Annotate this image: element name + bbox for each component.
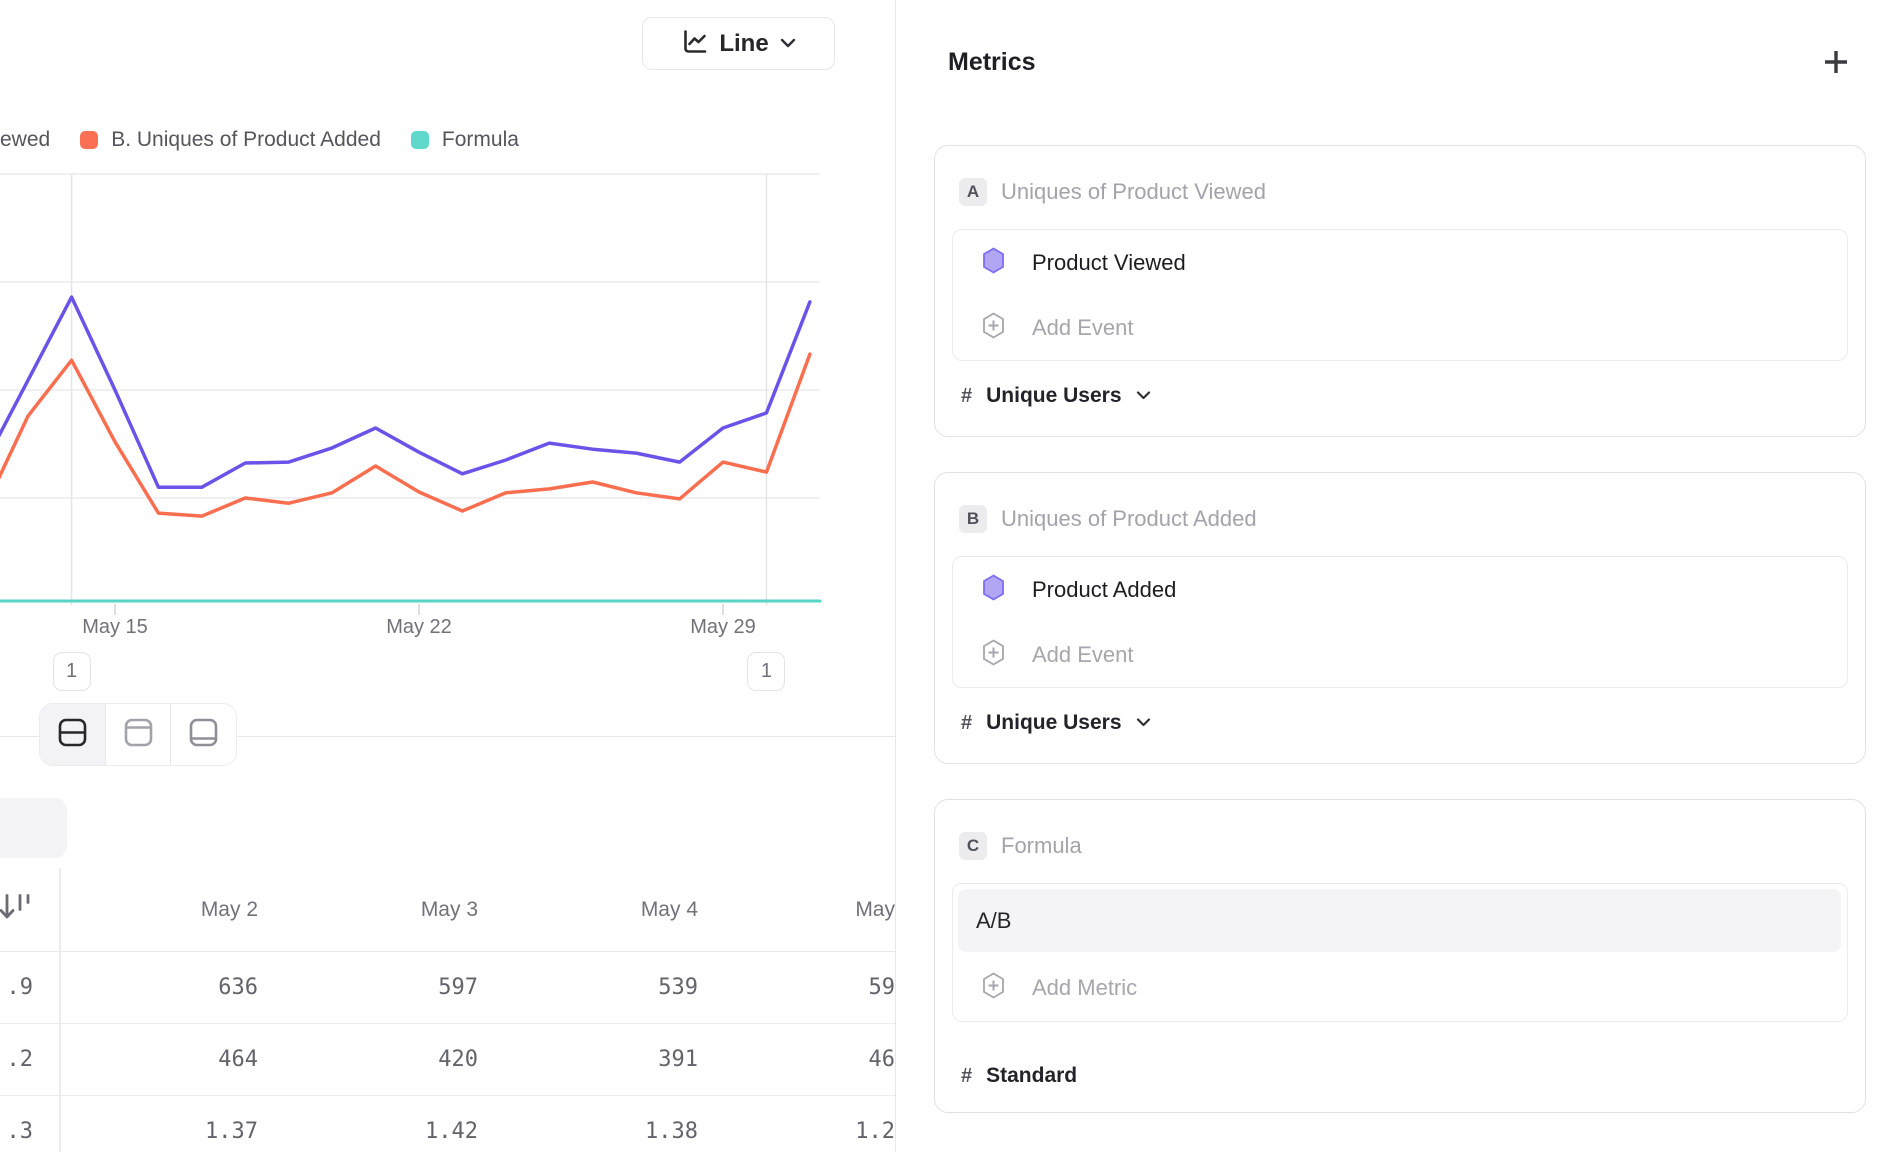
- legend-item-0[interactable]: ewed: [0, 128, 50, 152]
- add-metric-plus-button[interactable]: [1818, 44, 1854, 80]
- sort-descending-icon: [0, 890, 34, 929]
- legend-label: ewed: [0, 128, 51, 151]
- hash-icon: #: [961, 711, 973, 734]
- chevron-down-icon: [1136, 714, 1151, 732]
- add-hexagon-icon: [982, 312, 1005, 344]
- metric-badge-a: A: [959, 178, 987, 206]
- formula-input[interactable]: A/B: [958, 889, 1841, 952]
- top-bar-icon: [123, 717, 154, 753]
- layout-toggle-group: [39, 703, 237, 766]
- metric-title-a: Uniques of Product Viewed: [1001, 179, 1266, 204]
- metric-title-c: Formula: [1001, 833, 1082, 858]
- table-frozen-cell-1: .2: [6, 1047, 34, 1072]
- measure-dropdown-a[interactable]: # Unique Users: [961, 384, 1151, 408]
- legend-item-2[interactable]: Formula: [410, 128, 519, 152]
- table-column-header-2[interactable]: May 4: [640, 897, 698, 921]
- metric-badge-c: C: [959, 832, 987, 860]
- layout-chart-only-button[interactable]: [104, 704, 171, 765]
- legend-swatch: [410, 131, 429, 149]
- event-hexagon-icon: [982, 247, 1005, 279]
- metrics-panel: Metrics A Uniques of Product Viewed: [896, 0, 1898, 1152]
- legend-item-1[interactable]: B. Uniques of Product Added: [80, 128, 381, 152]
- legend-swatch: [80, 131, 99, 149]
- table-frozen-cell-0: .9: [6, 975, 34, 1000]
- table-cell: 46: [868, 1047, 896, 1072]
- metric-badge-b: B: [959, 505, 987, 533]
- table-row-1: .2 464 420 391 46: [0, 1024, 895, 1096]
- hash-icon: #: [961, 384, 973, 407]
- chart-type-dropdown[interactable]: Line: [642, 17, 835, 70]
- table-cell: 636: [218, 975, 258, 1000]
- table-cell: 539: [658, 975, 698, 1000]
- chevron-down-icon: [1136, 387, 1151, 405]
- split-rows-icon: [57, 717, 88, 753]
- annotation-badge-0[interactable]: 1: [52, 652, 91, 691]
- line-chart-icon: [681, 28, 708, 60]
- panel-divider: [895, 0, 896, 1152]
- annotation-badge-1[interactable]: 1: [747, 652, 786, 691]
- table-frozen-cell-2: .3: [6, 1119, 34, 1144]
- chevron-down-icon: [780, 35, 796, 53]
- table-row-0: .9 636 597 539 59: [0, 952, 895, 1024]
- measure-standard[interactable]: # Standard: [961, 1064, 1078, 1087]
- table-column-header-1[interactable]: May 3: [420, 897, 478, 921]
- x-axis-label-0: May 15: [82, 616, 148, 638]
- legend-label: Formula: [441, 128, 519, 151]
- table-cell: 597: [438, 975, 478, 1000]
- metric-title-b: Uniques of Product Added: [1001, 506, 1257, 531]
- layout-table-only-button[interactable]: [170, 704, 236, 765]
- event-row-product-viewed[interactable]: Product Viewed: [953, 230, 1847, 296]
- event-row-product-added[interactable]: Product Added: [953, 557, 1847, 623]
- metric-card-b: B Uniques of Product Added Product Added: [934, 472, 1866, 764]
- table-column-header-3[interactable]: May: [855, 897, 895, 921]
- layout-split-button[interactable]: [40, 704, 105, 765]
- series-line-1: [0, 352, 812, 518]
- table-cell: 391: [658, 1047, 698, 1072]
- table-tab-truncated[interactable]: [0, 798, 67, 858]
- metric-card-a: A Uniques of Product Viewed Product View…: [934, 145, 1866, 437]
- x-axis-label-1: May 22: [386, 616, 452, 638]
- metric-card-c: C Formula A/B Add Metric #: [934, 799, 1866, 1113]
- table-cell: 1.42: [425, 1119, 478, 1144]
- add-event-button-a[interactable]: Add Event: [953, 296, 1847, 360]
- table-header-row: May 2 May 3 May 4 May: [0, 868, 895, 952]
- bottom-bar-icon: [188, 717, 219, 753]
- chart-type-label: Line: [719, 29, 769, 57]
- table-cell: 420: [438, 1047, 478, 1072]
- table-cell: 1.2: [855, 1119, 895, 1144]
- table-cell: 59: [868, 975, 896, 1000]
- results-table: May 2 May 3 May 4 May .9 636 597 539 59 .2 464 420 3…: [0, 868, 895, 1152]
- event-hexagon-icon: [982, 574, 1005, 606]
- table-cell: 464: [218, 1047, 258, 1072]
- line-chart: [0, 173, 822, 615]
- series-line-0: [0, 295, 812, 489]
- table-row-2: .3 1.37 1.42 1.38 1.2: [0, 1096, 896, 1152]
- add-metric-button[interactable]: Add Metric: [982, 962, 1137, 1014]
- add-hexagon-icon: [982, 639, 1005, 671]
- metrics-panel-title: Metrics: [948, 47, 1036, 76]
- hash-icon: #: [961, 1064, 973, 1087]
- add-event-button-b[interactable]: Add Event: [953, 623, 1847, 687]
- table-cell: 1.37: [205, 1119, 258, 1144]
- measure-dropdown-b[interactable]: # Unique Users: [961, 711, 1151, 735]
- x-axis-label-2: May 29: [690, 616, 756, 638]
- table-column-header-0[interactable]: May 2: [200, 897, 258, 921]
- section-divider: [0, 736, 895, 737]
- frozen-column-divider: [59, 868, 61, 1152]
- add-hexagon-icon: [982, 972, 1005, 1004]
- legend-label: B. Uniques of Product Added: [111, 128, 381, 151]
- chart-legend: ewed B. Uniques of Product Added Formula: [0, 127, 519, 153]
- table-cell: 1.38: [645, 1119, 698, 1144]
